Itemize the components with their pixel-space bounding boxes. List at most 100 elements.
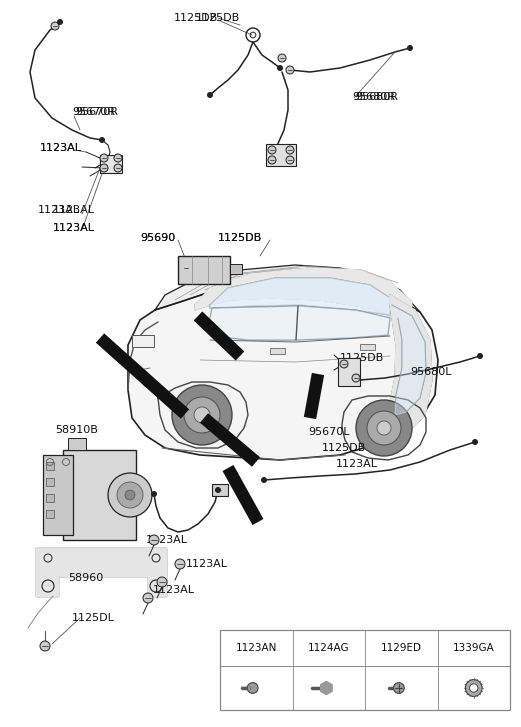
Text: 95670L: 95670L	[308, 427, 350, 437]
Circle shape	[393, 683, 404, 694]
Circle shape	[261, 477, 267, 483]
Bar	[46, 494, 54, 502]
Polygon shape	[392, 305, 426, 415]
Circle shape	[286, 146, 294, 154]
Circle shape	[151, 491, 157, 497]
Bar	[46, 462, 54, 470]
Text: 95670R: 95670R	[72, 107, 115, 117]
Text: 1129ED: 1129ED	[381, 643, 422, 653]
Text: 1124AG: 1124AG	[308, 643, 350, 653]
Text: 1123AL: 1123AL	[153, 585, 195, 595]
Polygon shape	[195, 268, 412, 320]
Text: 58960: 58960	[68, 573, 103, 583]
Circle shape	[286, 156, 294, 164]
Polygon shape	[155, 265, 420, 312]
Text: 95680L: 95680L	[410, 367, 452, 377]
Bar	[132, 335, 154, 347]
Circle shape	[477, 353, 483, 359]
Text: 95680R: 95680R	[352, 92, 395, 102]
Bar	[220, 630, 510, 710]
Circle shape	[286, 66, 294, 74]
Circle shape	[184, 397, 220, 433]
Bar	[230, 264, 242, 274]
Circle shape	[367, 411, 401, 445]
Circle shape	[465, 680, 482, 696]
Circle shape	[175, 559, 185, 569]
Text: 1123AL: 1123AL	[38, 205, 80, 215]
Circle shape	[407, 45, 413, 51]
Circle shape	[194, 407, 210, 423]
Text: 1125DB: 1125DB	[196, 13, 240, 23]
Bar	[270, 348, 285, 354]
Bar	[100, 155, 122, 173]
Circle shape	[125, 490, 135, 500]
Text: 1339GA: 1339GA	[453, 643, 494, 653]
Circle shape	[277, 65, 283, 71]
Text: 1123AL: 1123AL	[186, 559, 228, 569]
Text: 1125DB: 1125DB	[218, 233, 262, 243]
Circle shape	[172, 385, 232, 445]
Text: 1123AL: 1123AL	[146, 535, 188, 545]
Bar	[266, 144, 296, 166]
Circle shape	[278, 54, 286, 62]
Circle shape	[469, 684, 478, 692]
Circle shape	[157, 577, 167, 587]
Circle shape	[247, 683, 258, 694]
Circle shape	[182, 264, 190, 272]
Text: 95670R: 95670R	[75, 107, 118, 117]
Bar	[338, 358, 360, 386]
Text: 1125DB: 1125DB	[340, 353, 384, 363]
Circle shape	[108, 473, 152, 517]
Circle shape	[99, 137, 105, 143]
Circle shape	[51, 22, 59, 30]
Circle shape	[143, 593, 153, 603]
Text: 1123AL: 1123AL	[53, 205, 95, 215]
Text: 58910B: 58910B	[55, 425, 98, 435]
Circle shape	[472, 439, 478, 445]
Circle shape	[340, 360, 348, 368]
Bar	[46, 478, 54, 486]
Bar	[212, 484, 228, 496]
Polygon shape	[210, 278, 390, 315]
Circle shape	[114, 164, 122, 172]
Text: 95690: 95690	[140, 233, 175, 243]
Polygon shape	[36, 548, 166, 596]
Text: 1125DB: 1125DB	[218, 233, 262, 243]
Text: 1123AL: 1123AL	[336, 459, 378, 469]
Polygon shape	[210, 306, 390, 340]
Text: 1123AN: 1123AN	[235, 643, 277, 653]
Circle shape	[213, 485, 223, 495]
Polygon shape	[388, 295, 432, 438]
Text: 1123AL: 1123AL	[53, 223, 95, 233]
Circle shape	[352, 374, 360, 382]
Bar	[178, 256, 230, 284]
Bar	[63, 450, 136, 540]
Bar	[68, 438, 86, 450]
Circle shape	[207, 92, 213, 98]
Bar	[43, 455, 73, 535]
Circle shape	[268, 146, 276, 154]
Circle shape	[117, 482, 143, 508]
Text: 95680R: 95680R	[355, 92, 398, 102]
Polygon shape	[320, 681, 332, 694]
Text: 1125DB: 1125DB	[174, 13, 218, 23]
Circle shape	[40, 641, 50, 651]
Circle shape	[356, 400, 412, 456]
Circle shape	[100, 154, 108, 162]
Text: 1123AL: 1123AL	[40, 143, 82, 153]
Circle shape	[268, 156, 276, 164]
Circle shape	[57, 19, 63, 25]
Polygon shape	[128, 282, 438, 460]
Circle shape	[377, 421, 391, 435]
Circle shape	[100, 164, 108, 172]
Circle shape	[149, 535, 159, 545]
Text: 1123AL: 1123AL	[40, 143, 82, 153]
Text: 1123AL: 1123AL	[53, 223, 95, 233]
Circle shape	[114, 154, 122, 162]
Circle shape	[215, 487, 221, 493]
Text: 95690: 95690	[140, 233, 175, 243]
Text: 1125DB: 1125DB	[322, 443, 366, 453]
Bar	[360, 344, 375, 350]
Text: 1125DL: 1125DL	[72, 613, 115, 623]
Bar	[46, 510, 54, 518]
